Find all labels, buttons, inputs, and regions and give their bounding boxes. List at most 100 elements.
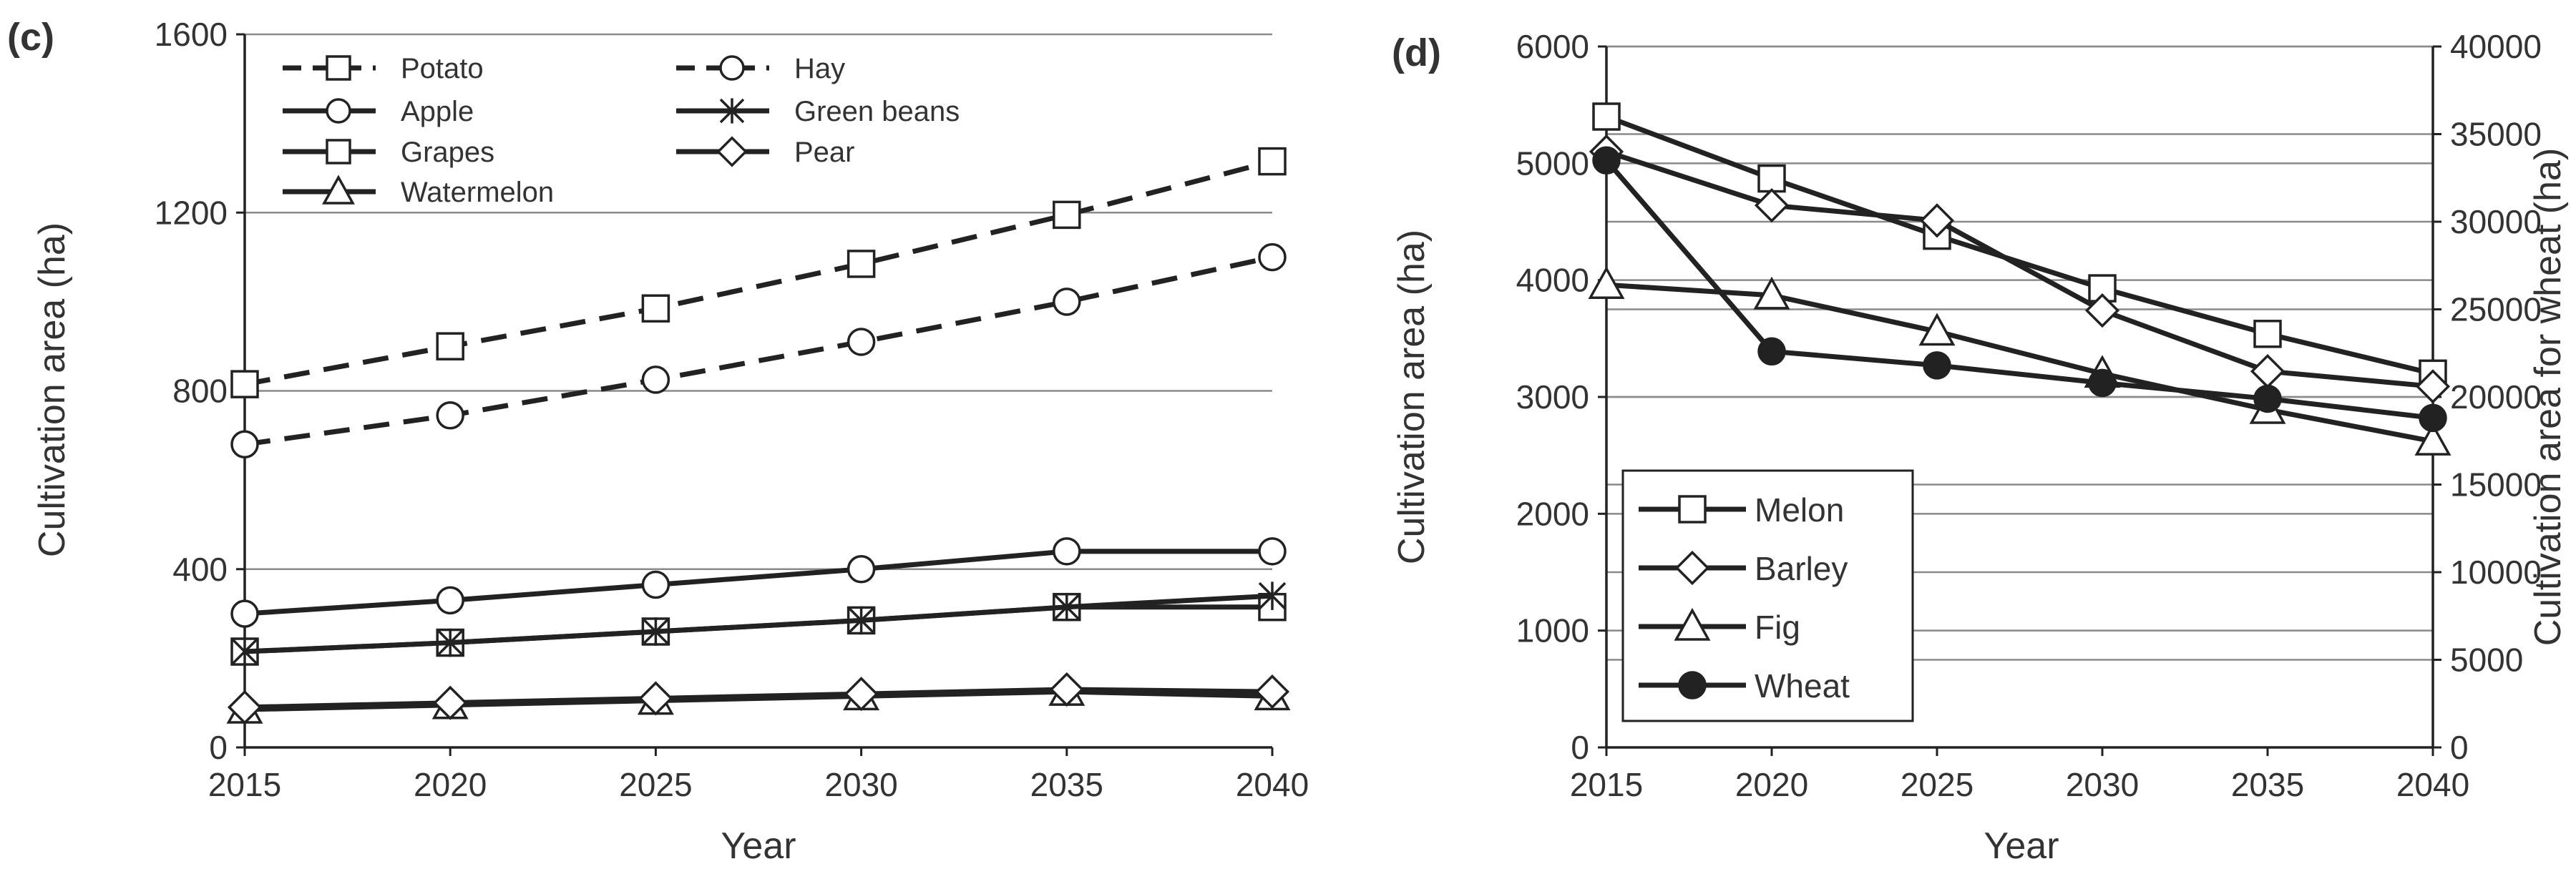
square-marker-shape	[1053, 200, 1081, 230]
data-point-hay	[641, 365, 670, 394]
legend: Melon Barley Fig Wheat	[1621, 469, 1914, 722]
right-y-tick-label: 25000	[2450, 291, 2542, 328]
y-tick-label: 400	[172, 551, 228, 588]
square-marker-shape	[2253, 320, 2282, 348]
data-point-barley	[2084, 293, 2120, 328]
x-tick-label: 2015	[208, 766, 281, 803]
diamond-marker-shape	[1674, 550, 1710, 586]
diamond-marker-shape	[1919, 203, 1955, 238]
data-point-hay	[1258, 242, 1287, 272]
circle-marker-shape	[1053, 288, 1081, 316]
y-tick-label: 4000	[1516, 262, 1589, 299]
legend-item-apple: Apple	[283, 96, 474, 127]
series-line-fig	[1606, 282, 2434, 444]
legend-label-apple: Apple	[401, 96, 474, 127]
series-line-green-beans	[244, 593, 1273, 654]
x-tick-label: 2025	[1901, 766, 1974, 803]
legend-marker-watermelon	[322, 175, 355, 205]
x-tick-label: 2035	[1030, 766, 1103, 803]
data-point-pear	[844, 677, 879, 712]
series-line-barley	[1605, 149, 2434, 389]
y-tick-label: 6000	[1516, 28, 1589, 65]
data-point-hay	[436, 401, 464, 430]
data-point-green-beans	[1258, 581, 1287, 610]
series-line-pear	[244, 687, 1273, 710]
data-point-melon	[2253, 320, 2282, 348]
series-line-hay	[244, 255, 1273, 447]
circle-marker-shape	[436, 401, 464, 430]
square-marker-shape	[1258, 147, 1287, 176]
diamond-marker-shape	[1049, 672, 1084, 707]
right-y-tick-label: 0	[2450, 729, 2469, 766]
right-y-tick-label: 5000	[2450, 642, 2523, 679]
circle-marker-shape	[1053, 537, 1081, 566]
circle-marker-shape	[1258, 242, 1287, 272]
legend-marker-grapes	[326, 139, 351, 165]
legend-marker-wheat	[1678, 671, 1707, 699]
legend-label-pear: Pear	[794, 137, 855, 168]
data-point-wheat	[2419, 403, 2447, 433]
data-point-wheat	[2253, 384, 2282, 413]
chart-panel-d: 0 1000 2000 3000 4000 5000 6000 0 5000 10000 15000…	[1391, 28, 2569, 867]
data-point-hay	[847, 328, 876, 356]
legend-item-hay: Hay	[676, 53, 845, 84]
triangle-marker-shape	[322, 175, 355, 205]
circle-marker-shape	[641, 365, 670, 394]
circle-marker-shape	[847, 555, 876, 584]
data-point-barley	[1754, 188, 1790, 223]
legend-label-potato: Potato	[401, 53, 484, 84]
legend-label-barley: Barley	[1755, 550, 1848, 587]
data-point-potato	[847, 250, 876, 278]
legend-label-grapes: Grapes	[401, 137, 494, 168]
data-point-fig	[2414, 422, 2451, 456]
data-point-potato	[1258, 147, 1287, 176]
legend-item-barley: Barley	[1639, 550, 1848, 587]
right-y-tick-label: 15000	[2450, 466, 2542, 504]
y-tick-label: 1200	[155, 194, 228, 231]
data-point-apple	[641, 570, 670, 599]
series-line-potato	[244, 159, 1273, 387]
circle-marker-shape	[230, 430, 259, 459]
legend-marker-barley	[1674, 550, 1710, 586]
legend-label-hay: Hay	[794, 53, 845, 84]
legend-box	[1621, 469, 1914, 722]
filled-circle-marker-shape	[1592, 146, 1621, 175]
data-point-pear	[1254, 674, 1290, 710]
data-point-melon	[1757, 164, 1786, 193]
diamond-marker-shape	[227, 689, 263, 725]
x-tick-label: 2020	[414, 766, 487, 803]
diamond-marker-shape	[1754, 188, 1790, 223]
filled-circle-marker-shape	[2088, 368, 2117, 398]
data-point-pear	[227, 689, 263, 725]
data-point-barley	[2250, 353, 2285, 389]
x-tick-label: 2030	[824, 766, 897, 803]
legend-marker-pear	[716, 136, 748, 167]
legend-marker-fig	[1674, 607, 1711, 641]
y-tick-label: 2000	[1516, 495, 1589, 532]
legend-label-green-beans: Green beans	[794, 96, 960, 127]
data-point-green-beans	[847, 606, 875, 635]
data-point-pear	[638, 681, 673, 716]
legend-marker-potato	[326, 55, 351, 81]
data-point-melon	[1592, 102, 1621, 131]
series-line-wheat	[1604, 158, 2434, 421]
x-axis-title: Year	[721, 825, 796, 867]
circle-marker-shape	[1258, 537, 1287, 566]
square-marker-shape	[847, 250, 876, 278]
data-point-wheat	[2088, 368, 2117, 398]
panel-label: (c)	[7, 16, 54, 59]
right-y-tick-label: 40000	[2450, 28, 2542, 65]
legend-marker-green-beans	[719, 98, 745, 124]
square-marker-shape	[1757, 164, 1786, 193]
circle-marker-shape	[326, 98, 351, 124]
y-axis-title: Cultivation area (ha)	[1391, 230, 1433, 564]
x-axis-title: Year	[1984, 825, 2059, 867]
filled-circle-marker-shape	[1923, 351, 1951, 380]
data-point-wheat	[1757, 337, 1786, 366]
x-tick-label: 2030	[2066, 766, 2139, 803]
y-tick-label: 0	[209, 729, 228, 766]
diamond-marker-shape	[844, 677, 879, 712]
square-marker-shape	[1592, 102, 1621, 131]
y-tick-label: 800	[172, 373, 228, 410]
